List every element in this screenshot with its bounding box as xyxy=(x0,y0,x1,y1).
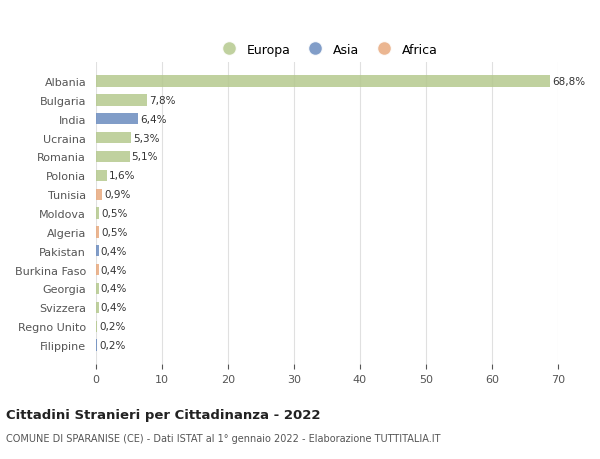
Text: 6,4%: 6,4% xyxy=(140,114,167,124)
Bar xyxy=(96,321,97,332)
Text: Cittadini Stranieri per Cittadinanza - 2022: Cittadini Stranieri per Cittadinanza - 2… xyxy=(6,408,320,421)
Text: 0,4%: 0,4% xyxy=(101,265,127,275)
Bar xyxy=(96,264,98,276)
Bar xyxy=(96,340,97,351)
Text: 0,4%: 0,4% xyxy=(101,284,127,294)
Text: 0,2%: 0,2% xyxy=(99,321,125,331)
Text: 5,3%: 5,3% xyxy=(133,133,160,143)
Text: 1,6%: 1,6% xyxy=(109,171,135,181)
Text: 0,9%: 0,9% xyxy=(104,190,130,200)
Bar xyxy=(96,170,107,182)
Bar xyxy=(96,302,98,313)
Bar xyxy=(96,227,99,238)
Text: 0,4%: 0,4% xyxy=(101,246,127,256)
Text: 0,4%: 0,4% xyxy=(101,302,127,313)
Text: COMUNE DI SPARANISE (CE) - Dati ISTAT al 1° gennaio 2022 - Elaborazione TUTTITAL: COMUNE DI SPARANISE (CE) - Dati ISTAT al… xyxy=(6,433,440,442)
Text: 0,5%: 0,5% xyxy=(101,227,128,237)
Bar xyxy=(96,189,102,201)
Bar xyxy=(96,246,98,257)
Bar xyxy=(96,208,99,219)
Text: 5,1%: 5,1% xyxy=(131,152,158,162)
Text: 7,8%: 7,8% xyxy=(149,95,176,106)
Bar xyxy=(96,283,98,295)
Text: 0,5%: 0,5% xyxy=(101,208,128,218)
Text: 0,2%: 0,2% xyxy=(99,340,125,350)
Text: 68,8%: 68,8% xyxy=(552,77,585,87)
Bar xyxy=(96,151,130,163)
Bar xyxy=(96,114,138,125)
Bar xyxy=(96,133,131,144)
Legend: Europa, Asia, Africa: Europa, Asia, Africa xyxy=(211,39,442,62)
Bar xyxy=(96,76,550,88)
Bar xyxy=(96,95,148,106)
